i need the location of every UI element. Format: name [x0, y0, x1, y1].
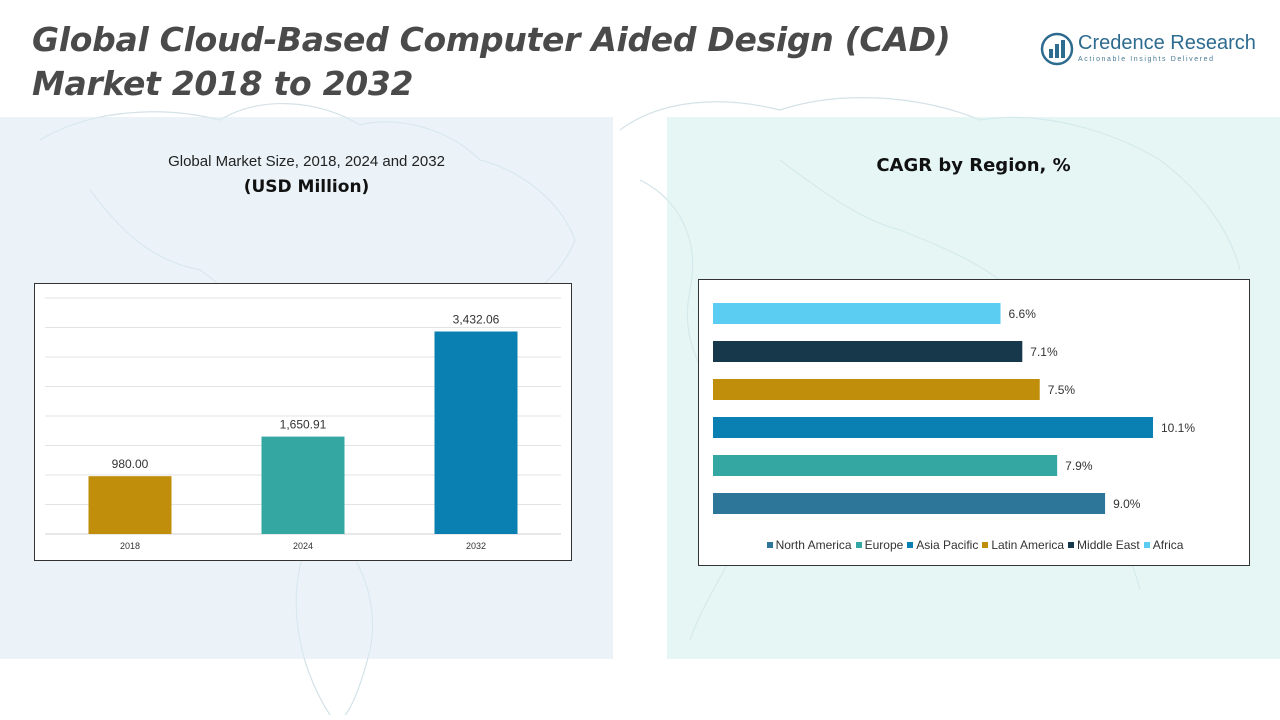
- bar-2024: [261, 436, 345, 534]
- bar-value-label-2018: 980.00: [112, 457, 149, 471]
- bar-value-label-middle-east: 7.1%: [1030, 345, 1058, 359]
- market-size-chart: 980.00 2018 1,650.91 2024 3,432.06 2032: [34, 283, 572, 561]
- legend-label-latin-america: Latin America: [991, 538, 1065, 552]
- bar-value-label-europe: 7.9%: [1065, 459, 1093, 473]
- cagr-legend: North America Europe Asia Pacific Latin Ame…: [699, 538, 1251, 552]
- bar-value-label-north-america: 9.0%: [1113, 497, 1141, 511]
- logo-name: Credence Research: [1078, 32, 1256, 54]
- bar-value-label-latin-america: 7.5%: [1048, 383, 1076, 397]
- legend-item-latin-america: Latin America: [982, 538, 1064, 552]
- bar-asia-pacific: [713, 417, 1153, 438]
- market-size-unit-label: (USD Million): [243, 177, 370, 197]
- cagr-horizontal-bar-chart: 6.6% 7.1% 7.5% 10.1% 7.9% 9.0%: [713, 303, 1195, 514]
- market-size-bar-chart: 980.00 2018 1,650.91 2024 3,432.06 2032: [45, 297, 561, 551]
- bar-latin-america: [713, 379, 1040, 400]
- x-tick-label-2018: 2018: [120, 541, 140, 551]
- cagr-chart: 6.6% 7.1% 7.5% 10.1% 7.9% 9.0% North America E…: [698, 279, 1250, 566]
- bar-europe: [713, 455, 1058, 476]
- page-title-line1: Global Cloud-Based Computer Aided Design…: [32, 20, 951, 59]
- bar-chart-logo-icon: [1040, 32, 1074, 66]
- bar-middle-east: [713, 341, 1023, 362]
- bar-north-america: [713, 493, 1106, 514]
- legend-item-asia-pacific: Asia Pacific: [907, 538, 978, 552]
- legend-item-europe: Europe: [855, 538, 904, 552]
- bar-value-label-asia-pacific: 10.1%: [1161, 421, 1195, 435]
- legend-label-north-america: North America: [775, 538, 852, 552]
- x-tick-label-2024: 2024: [293, 541, 313, 551]
- legend-swatch-north-america: [766, 542, 773, 548]
- legend-swatch-europe: [855, 542, 862, 548]
- credence-research-logo: Credence Research Actionable Insights De…: [1040, 30, 1260, 70]
- bar-value-label-africa: 6.6%: [1009, 307, 1037, 321]
- page-title: Global Cloud-Based Computer Aided Design…: [32, 18, 1012, 106]
- cagr-subtitle: CAGR by Region, %: [876, 155, 1071, 176]
- legend-label-europe: Europe: [864, 538, 904, 552]
- legend-label-asia-pacific: Asia Pacific: [916, 538, 979, 552]
- legend-swatch-africa: [1143, 542, 1150, 548]
- bar-value-label-2024: 1,650.91: [280, 418, 327, 432]
- logo-tagline: Actionable Insights Delivered: [1078, 56, 1215, 63]
- legend-item-north-america: North America: [766, 538, 852, 552]
- legend-item-middle-east: Middle East: [1068, 538, 1140, 552]
- bar-2018: [88, 476, 172, 534]
- bar-value-label-2032: 3,432.06: [453, 313, 500, 327]
- legend-swatch-asia-pacific: [907, 542, 914, 548]
- legend-label-middle-east: Middle East: [1077, 538, 1140, 552]
- x-tick-label-2032: 2032: [466, 541, 486, 551]
- legend-label-africa: Africa: [1152, 538, 1184, 552]
- bar-africa: [713, 303, 1001, 324]
- legend-item-africa: Africa: [1143, 538, 1184, 552]
- page-title-line2: Market 2018 to 2032: [32, 64, 414, 103]
- market-size-subtitle: Global Market Size, 2018, 2024 and 2032: [168, 153, 445, 170]
- legend-swatch-middle-east: [1068, 542, 1075, 548]
- legend-swatch-latin-america: [982, 542, 989, 548]
- bar-2032: [434, 331, 518, 534]
